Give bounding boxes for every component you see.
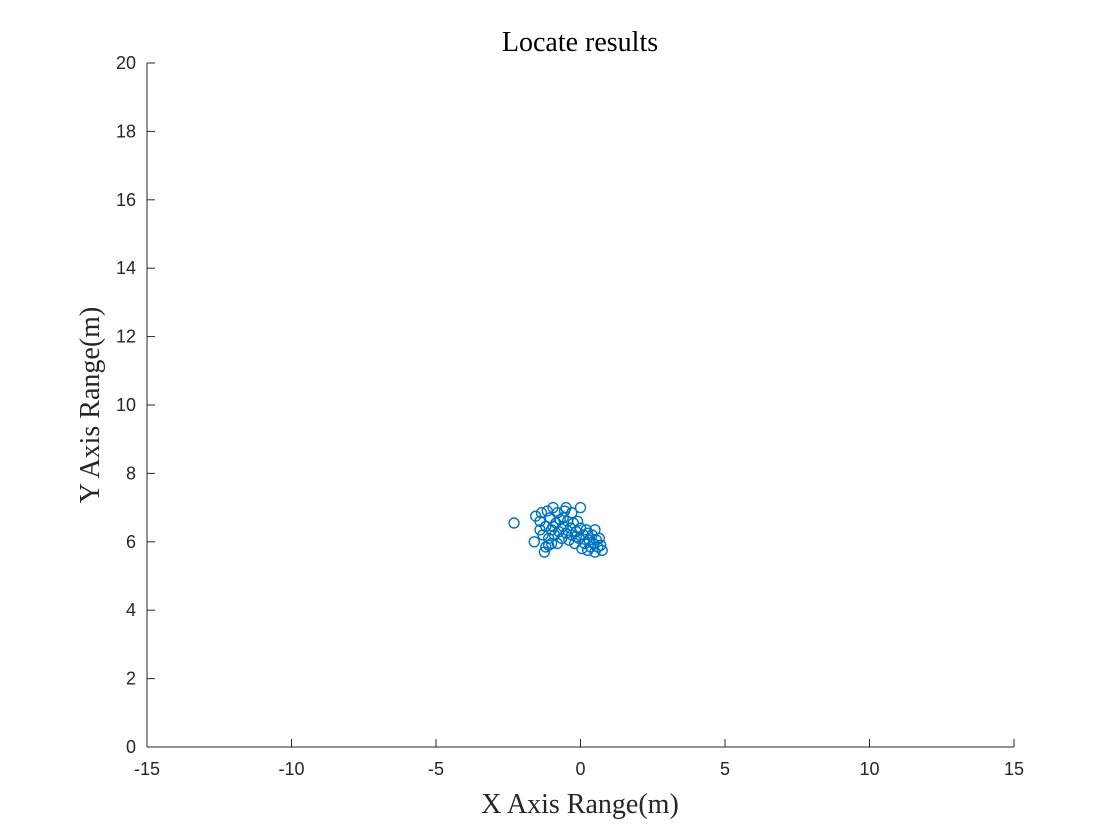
scatter-point: [570, 530, 582, 543]
x-axis-label: X Axis Range(m): [481, 789, 679, 820]
x-tick-label: -10: [278, 759, 304, 779]
x-tick-label: -5: [428, 759, 444, 779]
y-tick-label: 14: [116, 258, 136, 278]
scatter-point: [596, 544, 608, 557]
axes: -15 -10 -5 0 5 10 15 0 2 4 6 8 10 12 14 16 18 20: [116, 53, 1024, 779]
x-tick-label: 5: [720, 759, 730, 779]
y-tick-label: 18: [116, 121, 136, 141]
scatter-point: [534, 524, 546, 536]
x-tick-label: 0: [575, 759, 585, 779]
scatter-point: [574, 501, 587, 514]
x-tick-label: -15: [134, 759, 160, 779]
y-tick-label: 12: [116, 327, 136, 347]
scatter-point: [582, 527, 594, 539]
scatter-point: [535, 507, 548, 519]
scatter-point: [547, 520, 559, 533]
x-tick-label: 10: [859, 759, 879, 779]
y-tick-label: 20: [116, 53, 136, 73]
scatter-point: [595, 539, 607, 551]
y-tick-label: 8: [126, 463, 136, 483]
scatter-points: [508, 501, 608, 558]
scatter-point: [508, 517, 520, 529]
y-tick-label: 0: [126, 737, 136, 757]
scatter-point: [557, 512, 569, 524]
scatter-point: [528, 536, 540, 548]
x-tick-label: 15: [1004, 759, 1024, 779]
scatter-point: [571, 515, 584, 527]
chart-title: Locate results: [502, 27, 658, 58]
y-tick-label: 10: [116, 395, 136, 415]
y-tick-label: 16: [116, 190, 136, 210]
y-axis-label: Y Axis Range(m): [75, 307, 106, 504]
y-tick-label: 2: [126, 669, 136, 689]
y-tick-label: 4: [126, 600, 136, 620]
y-tick-label: 6: [126, 532, 136, 552]
scatter-point: [593, 532, 605, 545]
scatter-point: [543, 539, 555, 551]
